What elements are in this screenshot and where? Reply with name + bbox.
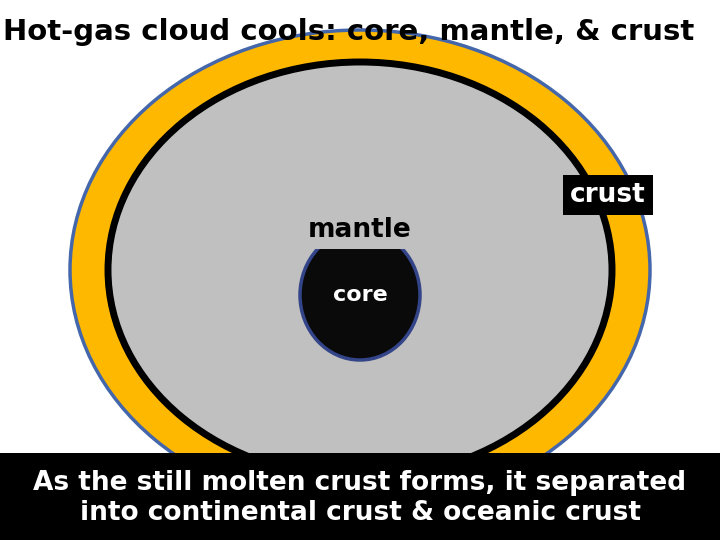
Text: As the still molten crust forms, it separated
into continental crust & oceanic c: As the still molten crust forms, it sepa… xyxy=(33,470,687,526)
Bar xyxy=(0,453,720,540)
Ellipse shape xyxy=(300,230,420,360)
Text: Hot-gas cloud cools: core, mantle, & crust: Hot-gas cloud cools: core, mantle, & cru… xyxy=(3,18,694,46)
Ellipse shape xyxy=(108,62,612,478)
Ellipse shape xyxy=(70,30,650,510)
Text: core: core xyxy=(333,285,387,305)
Text: mantle: mantle xyxy=(308,217,412,243)
Text: crust: crust xyxy=(570,182,646,208)
